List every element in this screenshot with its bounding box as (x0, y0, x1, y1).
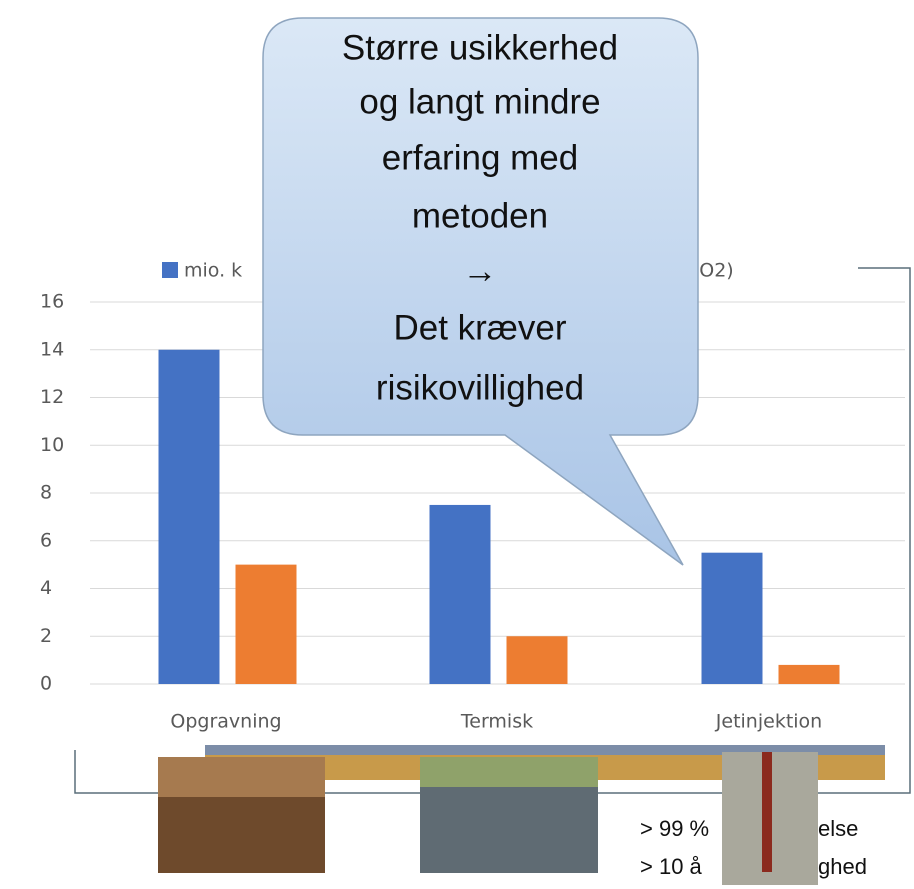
y-tick-label: 4 (40, 577, 52, 599)
legend-label: mio. k (184, 260, 242, 282)
y-tick-label: 10 (40, 434, 64, 456)
bar (159, 350, 220, 684)
callout-text: og langt mindre (359, 82, 600, 121)
bar (779, 665, 840, 684)
footer-text: > 10 å (640, 854, 703, 879)
x-tick-label: Termisk (460, 711, 533, 733)
bar (702, 553, 763, 684)
photo-excavation-sky (158, 757, 325, 797)
x-tick-label: Opgravning (170, 711, 281, 733)
bar (236, 565, 297, 684)
callout-text: metoden (412, 196, 548, 235)
y-tick-label: 0 (40, 673, 52, 695)
bar (507, 636, 568, 684)
y-tick-label: 14 (40, 338, 64, 360)
y-tick-label: 2 (40, 625, 52, 647)
bar (430, 505, 491, 684)
photo-thermal-top (420, 757, 598, 787)
photo-jet-rig (762, 752, 772, 872)
chart: 0 2 4 6 8 10 12 14 16 Opgravning Termisk Jetinjekti… (0, 0, 914, 889)
y-tick-label: 12 (40, 386, 64, 408)
callout-text: erfaring med (382, 138, 578, 177)
x-tick-label: Jetinjektion (715, 711, 822, 733)
callout-text: Det kræver (393, 308, 566, 347)
footer-text: ghed (818, 854, 867, 879)
callout-text: risikovillighed (376, 368, 584, 407)
footer-text: else (818, 816, 858, 841)
footer-text: > 99 % (640, 816, 709, 841)
callout-text: → (463, 251, 498, 290)
legend-swatch (162, 262, 178, 278)
y-tick-label: 8 (40, 482, 52, 504)
y-tick-label: 16 (40, 291, 64, 313)
callout-text: Større usikkerhed (342, 28, 618, 67)
y-tick-label: 6 (40, 529, 52, 551)
